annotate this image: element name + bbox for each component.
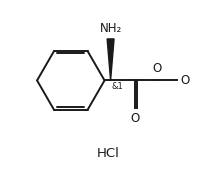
Polygon shape <box>107 39 114 80</box>
Text: O: O <box>153 62 162 75</box>
Text: O: O <box>181 74 190 87</box>
Text: NH₂: NH₂ <box>100 22 122 35</box>
Text: &1: &1 <box>111 82 123 91</box>
Text: HCl: HCl <box>97 147 119 160</box>
Text: O: O <box>130 112 140 125</box>
